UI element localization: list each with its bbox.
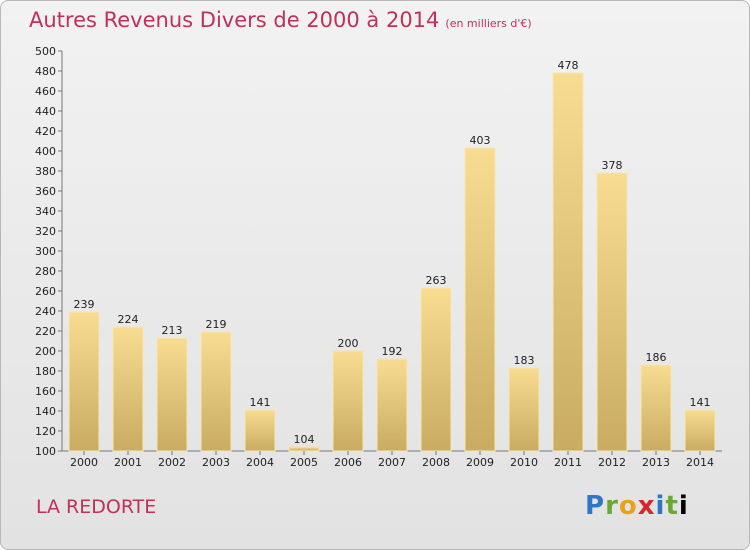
logo-letter: i (655, 491, 666, 521)
bar (68, 311, 100, 452)
data-label: 478 (558, 59, 579, 72)
data-label: 263 (426, 274, 447, 287)
data-label: 378 (602, 159, 623, 172)
y-tick-label: 340 (35, 205, 56, 218)
x-tick-label: 2000 (70, 456, 98, 469)
x-tick-label: 2006 (334, 456, 362, 469)
chart-title-text: Autres Revenus Divers de 2000 à 2014 (29, 8, 440, 32)
data-label: 213 (162, 324, 183, 337)
data-label: 239 (74, 298, 95, 311)
y-tick-label: 180 (35, 365, 56, 378)
y-tick-label: 320 (35, 225, 56, 238)
y-tick-label: 200 (35, 345, 56, 358)
bar (112, 326, 144, 452)
x-tick-label: 2005 (290, 456, 318, 469)
x-tick-label: 2013 (642, 456, 670, 469)
y-tick-label: 380 (35, 165, 56, 178)
x-tick-label: 2001 (114, 456, 142, 469)
y-tick-label: 480 (35, 65, 56, 78)
logo-letter: t (665, 491, 679, 521)
proxiti-logo: Proxiti (585, 491, 689, 521)
logo-letter: x (637, 491, 656, 521)
bar (156, 337, 188, 452)
y-tick-label: 420 (35, 125, 56, 138)
data-label: 141 (690, 396, 711, 409)
y-tick-label: 260 (35, 285, 56, 298)
bar (508, 367, 540, 452)
y-tick-label: 140 (35, 405, 56, 418)
bar (464, 147, 496, 452)
bar (596, 172, 628, 452)
y-tick-label: 280 (35, 265, 56, 278)
y-tick-label: 240 (35, 305, 56, 318)
y-tick-label: 120 (35, 425, 56, 438)
x-tick-label: 2012 (598, 456, 626, 469)
data-label: 141 (250, 396, 271, 409)
chart-title: Autres Revenus Divers de 2000 à 2014 (en … (29, 8, 532, 32)
x-tick-label: 2007 (378, 456, 406, 469)
x-tick-label: 2010 (510, 456, 538, 469)
logo-letter: o (618, 491, 638, 521)
place-name: LA REDORTE (36, 496, 157, 518)
logo-letter: r (605, 491, 619, 521)
data-label: 183 (514, 354, 535, 367)
y-tick-label: 500 (35, 45, 56, 58)
bar (420, 287, 452, 452)
y-tick-label: 360 (35, 185, 56, 198)
x-tick-label: 2002 (158, 456, 186, 469)
bar (244, 409, 276, 452)
x-tick-label: 2011 (554, 456, 582, 469)
logo-letter: P (585, 491, 606, 521)
y-tick-label: 220 (35, 325, 56, 338)
x-tick-label: 2008 (422, 456, 450, 469)
bar (332, 350, 364, 452)
y-tick-label: 160 (35, 385, 56, 398)
y-tick-label: 400 (35, 145, 56, 158)
bar (640, 364, 672, 452)
x-tick-label: 2014 (686, 456, 714, 469)
data-label: 403 (470, 134, 491, 147)
y-tick-label: 460 (35, 85, 56, 98)
chart-subtitle: (en milliers d'€) (445, 17, 532, 30)
data-label: 224 (118, 313, 139, 326)
data-label: 219 (206, 318, 227, 331)
bar (684, 409, 716, 452)
data-label: 186 (646, 351, 667, 364)
y-tick-label: 100 (35, 445, 56, 458)
logo-letter: i (678, 491, 689, 521)
bar (288, 446, 320, 452)
data-label: 104 (294, 433, 315, 446)
data-label: 200 (338, 337, 359, 350)
x-tick-label: 2004 (246, 456, 274, 469)
bar (200, 331, 232, 452)
data-label: 192 (382, 345, 403, 358)
y-tick-label: 300 (35, 245, 56, 258)
x-tick-label: 2009 (466, 456, 494, 469)
bar (376, 358, 408, 452)
bar (552, 72, 584, 452)
x-tick-label: 2003 (202, 456, 230, 469)
y-tick-label: 440 (35, 105, 56, 118)
